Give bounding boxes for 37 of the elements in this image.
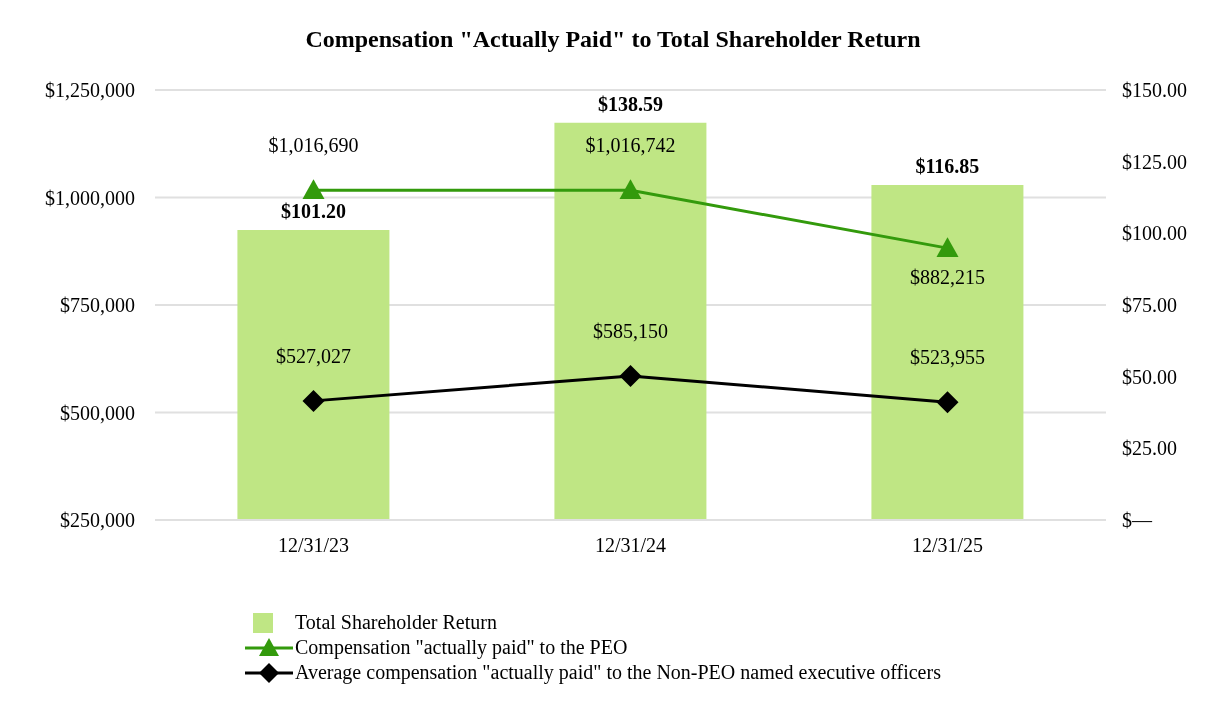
y-tick-label: $1,000,000 xyxy=(45,186,135,209)
legend-label: Compensation "actually paid" to the PEO xyxy=(295,636,628,659)
point xyxy=(936,237,959,257)
x-tick-label: 12/31/24 xyxy=(594,534,667,557)
x-tick-label: 12/31/25 xyxy=(911,534,984,557)
y2-tick-label: $50.00 xyxy=(1122,365,1177,388)
data-label: $882,215 xyxy=(910,266,985,289)
data-label: $101.20 xyxy=(280,199,346,222)
y2-tick-label: $25.00 xyxy=(1122,437,1177,460)
legend-label: Average compensation "actually paid" to the Non-PEO named executive officers xyxy=(295,661,941,684)
point xyxy=(302,389,325,412)
y2-tick-label: $125.00 xyxy=(1122,150,1187,173)
point xyxy=(619,364,642,387)
point xyxy=(936,391,959,414)
y2-tick-label: $75.00 xyxy=(1122,294,1177,317)
data-label: $585,150 xyxy=(593,319,668,342)
y2-tick-label: $— xyxy=(1122,509,1153,532)
data-label: $1,016,690 xyxy=(268,134,359,157)
bar xyxy=(237,229,390,520)
legend-label: Total Shareholder Return xyxy=(295,611,497,634)
bar xyxy=(871,185,1024,520)
point xyxy=(302,179,325,200)
bar xyxy=(554,122,707,520)
y-tick-label: $500,000 xyxy=(60,401,135,424)
y-tick-label: $750,000 xyxy=(60,294,135,317)
chart-title: Compensation "Actually Paid" to Total Shareholder Return xyxy=(304,25,922,54)
data-label: $523,955 xyxy=(910,346,985,369)
point xyxy=(619,179,642,200)
data-label: $116.85 xyxy=(915,155,980,178)
data-label: $527,027 xyxy=(276,344,351,367)
x-tick-label: 12/31/23 xyxy=(277,534,350,557)
data-label: $138.59 xyxy=(597,92,663,115)
y-tick-label: $250,000 xyxy=(60,509,135,532)
y2-tick-label: $100.00 xyxy=(1122,222,1187,245)
y-tick-label: $1,250,000 xyxy=(45,79,135,102)
data-label: $1,016,742 xyxy=(585,134,676,157)
y2-tick-label: $150.00 xyxy=(1122,79,1187,102)
